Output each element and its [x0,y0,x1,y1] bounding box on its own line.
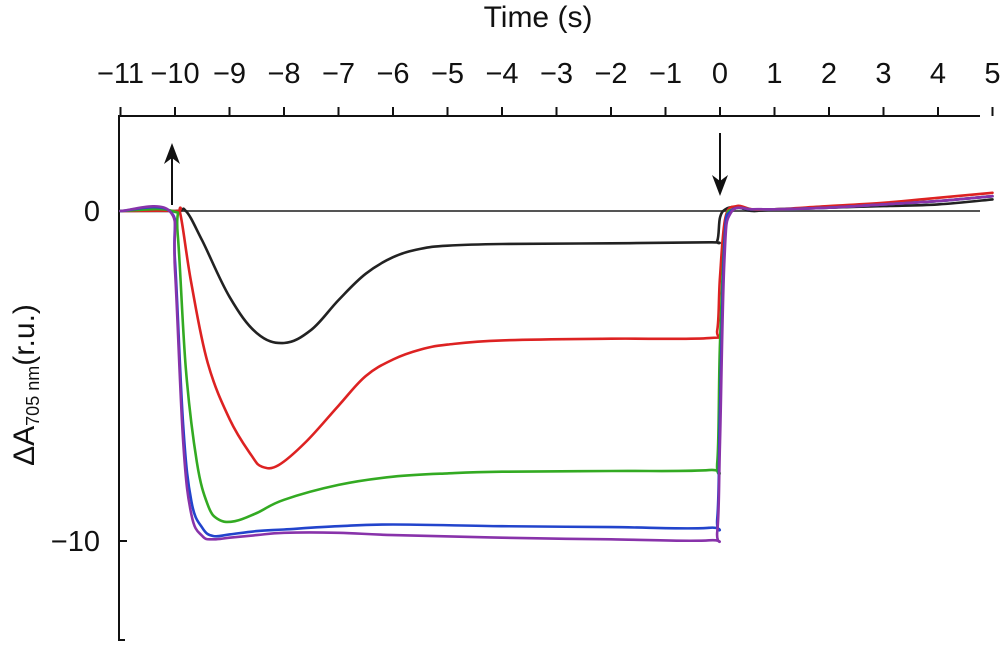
x-tick-label: 1 [766,58,782,90]
x-tick-label: −11 [97,58,144,90]
x-tick-label: −3 [540,58,573,90]
stimulus-on-arrow-head [164,143,180,164]
x-tick-label: −9 [213,58,246,90]
y-tick-label: 0 [84,196,100,228]
y-axis-title-unit: (r.u.) [8,304,41,366]
series-line-4 [119,194,994,538]
series-line-5 [119,194,994,544]
x-axis-ticks: −11 −10 −9 −8 −7 −6 −5 −4 −3 −2 −1 0 1 2 3 4 5 [97,58,1000,116]
x-tick-label: 2 [821,58,837,90]
series-line-1 [119,198,994,345]
x-tick-label: −7 [322,58,355,90]
x-tick-label: −2 [594,58,627,90]
x-tick-label: 5 [984,58,1000,90]
x-axis-title: Time (s) [484,1,593,34]
y-axis-ticks: 0 −10 [51,196,127,641]
x-tick-label: −4 [485,58,518,90]
y-tick-label: −10 [51,526,100,558]
annotations [164,133,728,205]
x-tick-label: −5 [431,58,464,90]
series-line-3 [119,194,994,524]
y-axis-title-main: ΔA [8,426,41,466]
x-tick-label: −10 [150,58,199,90]
x-tick-label: −1 [649,58,682,90]
series-group [119,191,994,544]
x-tick-label: −6 [376,58,409,90]
x-tick-label: 4 [930,58,946,90]
x-tick-label: −8 [267,58,300,90]
y-axis-title-subscript: 705 nm [23,366,43,426]
y-axis-title: ΔA705 nm(r.u.) [8,304,43,466]
series-line-2 [119,191,994,470]
x-tick-label: 3 [875,58,891,90]
x-tick-label: 0 [712,58,728,90]
stimulus-off-arrow-head [712,175,728,196]
axis-frame [118,115,980,641]
